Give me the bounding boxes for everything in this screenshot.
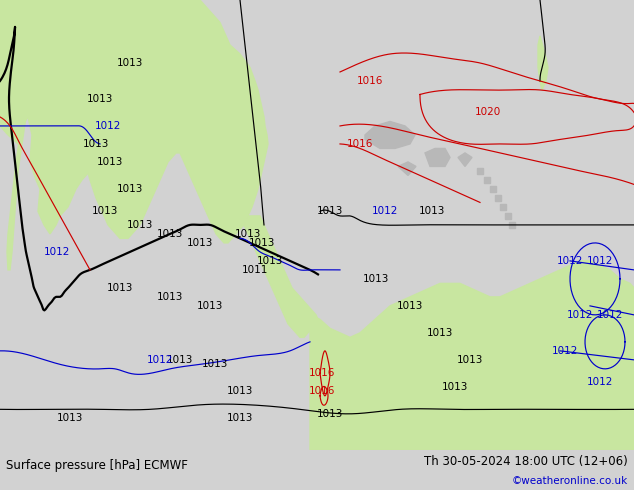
Text: 1012: 1012 <box>147 355 173 365</box>
Text: 1013: 1013 <box>107 283 133 293</box>
Text: 1013: 1013 <box>87 94 113 104</box>
Text: 1016: 1016 <box>309 368 335 378</box>
Text: 1013: 1013 <box>117 58 143 68</box>
Polygon shape <box>0 0 162 234</box>
Text: 1016: 1016 <box>309 386 335 396</box>
Polygon shape <box>425 148 450 167</box>
Text: 1013: 1013 <box>363 274 389 284</box>
Text: 1012: 1012 <box>587 256 613 266</box>
Text: 1013: 1013 <box>419 206 445 217</box>
Polygon shape <box>0 0 268 243</box>
Polygon shape <box>7 63 34 270</box>
Polygon shape <box>477 168 483 174</box>
Text: 1016: 1016 <box>357 76 383 86</box>
Text: 1012: 1012 <box>552 346 578 356</box>
Text: 1013: 1013 <box>202 359 228 369</box>
Text: 1013: 1013 <box>227 386 253 396</box>
Polygon shape <box>458 153 472 167</box>
Text: 1013: 1013 <box>157 229 183 239</box>
Text: 1020: 1020 <box>475 107 501 118</box>
Text: 1012: 1012 <box>567 310 593 320</box>
Text: 1013: 1013 <box>317 206 343 217</box>
Polygon shape <box>365 122 415 148</box>
Polygon shape <box>484 176 490 183</box>
Polygon shape <box>398 162 416 175</box>
Text: 1013: 1013 <box>187 238 213 248</box>
Text: 1013: 1013 <box>97 157 123 167</box>
Text: 1012: 1012 <box>587 377 613 388</box>
Text: 1012: 1012 <box>372 206 398 217</box>
Text: 1016: 1016 <box>347 139 373 149</box>
Polygon shape <box>538 36 548 90</box>
Polygon shape <box>490 186 496 192</box>
Text: 1012: 1012 <box>95 121 121 131</box>
Text: 1013: 1013 <box>457 355 483 365</box>
Text: 1013: 1013 <box>257 256 283 266</box>
Polygon shape <box>505 213 511 219</box>
Text: 1012: 1012 <box>557 256 583 266</box>
Text: Surface pressure [hPa] ECMWF: Surface pressure [hPa] ECMWF <box>6 460 188 472</box>
Text: 1013: 1013 <box>117 184 143 194</box>
Text: 1013: 1013 <box>317 409 343 419</box>
Text: 1013: 1013 <box>197 301 223 311</box>
Text: ©weatheronline.co.uk: ©weatheronline.co.uk <box>512 476 628 486</box>
Text: 1013: 1013 <box>92 206 118 217</box>
Text: 1011: 1011 <box>242 265 268 275</box>
Text: 1013: 1013 <box>83 139 109 149</box>
Text: 1013: 1013 <box>442 382 468 392</box>
Text: Th 30-05-2024 18:00 UTC (12+06): Th 30-05-2024 18:00 UTC (12+06) <box>424 455 628 467</box>
Polygon shape <box>509 221 515 228</box>
Text: 1013: 1013 <box>249 238 275 248</box>
Text: 1013: 1013 <box>397 301 423 311</box>
Text: 1013: 1013 <box>157 292 183 302</box>
Polygon shape <box>500 204 506 210</box>
Text: 1012: 1012 <box>44 247 70 257</box>
Polygon shape <box>310 261 634 450</box>
Text: 1013: 1013 <box>227 414 253 423</box>
Text: 1013: 1013 <box>127 220 153 230</box>
Polygon shape <box>495 195 501 201</box>
Text: 1013: 1013 <box>57 414 83 423</box>
Text: 1013: 1013 <box>235 229 261 239</box>
Polygon shape <box>244 216 318 337</box>
Text: 1013: 1013 <box>167 355 193 365</box>
Text: 1013: 1013 <box>427 328 453 338</box>
Text: 1012: 1012 <box>597 310 623 320</box>
